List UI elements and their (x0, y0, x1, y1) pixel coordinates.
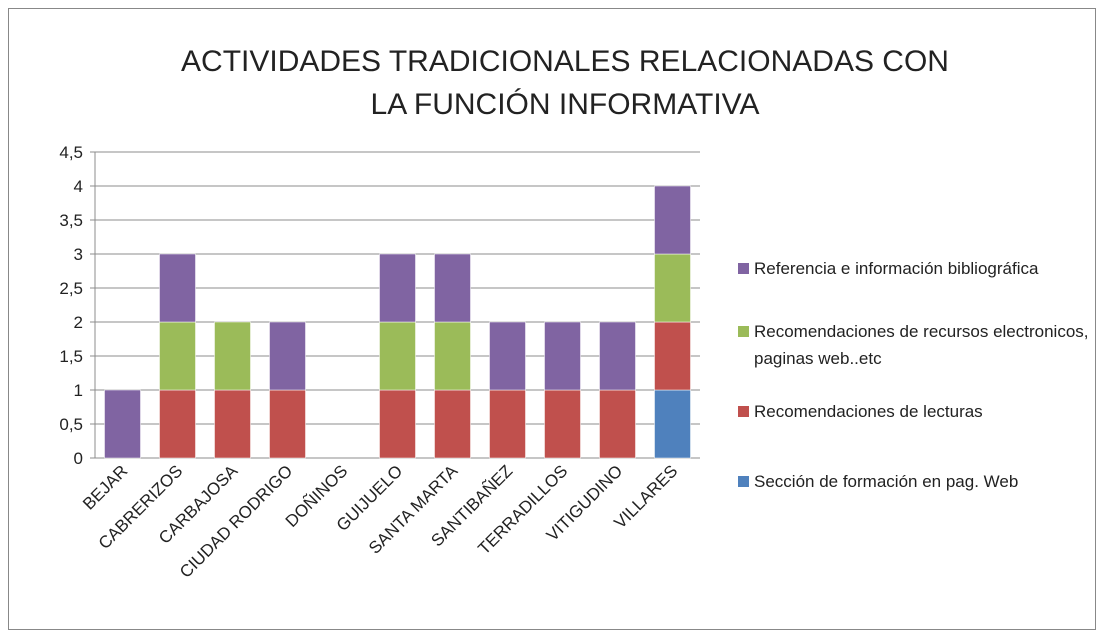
y-tick-label: 3,5 (59, 211, 83, 230)
legend-item: Recomendaciones de recursos electronicos… (738, 318, 1093, 372)
bar-segment (489, 321, 526, 391)
bar-segment (654, 185, 691, 255)
bar-segment (434, 389, 471, 459)
bar-segment (599, 389, 636, 459)
legend-swatch (738, 263, 749, 274)
bar-segment (159, 321, 196, 391)
bar-segment (654, 321, 691, 391)
bar-segment (379, 389, 416, 459)
y-tick-label: 2 (74, 313, 83, 332)
legend-label: Recomendaciones de lecturas (754, 402, 983, 421)
bar-segment (104, 389, 141, 459)
bar-segment (654, 253, 691, 323)
x-tick-label: BEJAR (79, 461, 131, 513)
bar-segment (544, 389, 581, 459)
y-tick-label: 4 (74, 177, 83, 196)
legend-label: Sección de formación en pag. Web (754, 472, 1019, 491)
y-tick-label: 0,5 (59, 415, 83, 434)
bar-segment (434, 321, 471, 391)
bar-segment (599, 321, 636, 391)
y-tick-label: 1,5 (59, 347, 83, 366)
bar-segment (544, 321, 581, 391)
legend-swatch (738, 476, 749, 487)
bar-segment (269, 389, 306, 459)
bar-segment (269, 321, 306, 391)
bar-segment (214, 321, 251, 391)
bar-segment (379, 321, 416, 391)
legend-item: Recomendaciones de lecturas (738, 398, 1093, 425)
legend-swatch (738, 406, 749, 417)
chart-frame (8, 8, 1096, 630)
y-tick-label: 3 (74, 245, 83, 264)
chart-title: ACTIVIDADES TRADICIONALES RELACIONADAS C… (181, 45, 949, 121)
bar-segment (159, 253, 196, 323)
bar-segment (159, 389, 196, 459)
y-tick-label: 0 (74, 449, 83, 468)
legend-label: Referencia e información bibliográfica (754, 259, 1039, 278)
bar-segment (379, 253, 416, 323)
legend-label: Recomendaciones de recursos electronicos… (754, 322, 1089, 368)
bar-segment (434, 253, 471, 323)
bar-segment (654, 389, 691, 459)
legend-swatch (738, 326, 749, 337)
bar-segment (214, 389, 251, 459)
legend-item: Sección de formación en pag. Web (738, 468, 1093, 495)
bar-segment (489, 389, 526, 459)
y-tick-label: 2,5 (59, 279, 83, 298)
legend-item: Referencia e información bibliográfica (738, 255, 1093, 282)
y-tick-label: 1 (74, 381, 83, 400)
y-tick-label: 4,5 (59, 143, 83, 162)
